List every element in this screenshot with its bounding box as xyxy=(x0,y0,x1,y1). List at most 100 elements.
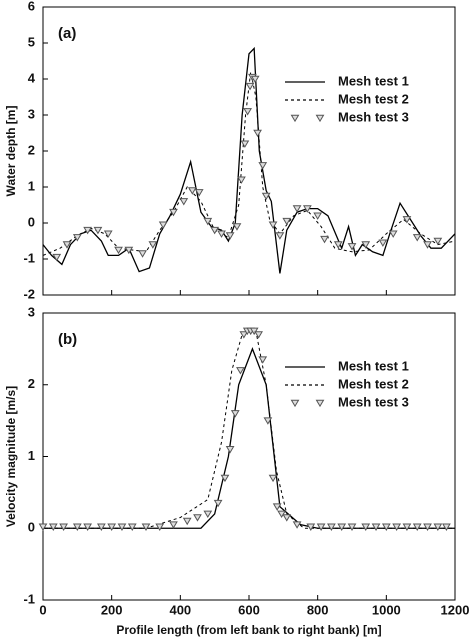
panel-label: (b) xyxy=(58,331,77,348)
marker xyxy=(258,162,268,170)
marker xyxy=(155,523,165,531)
marker xyxy=(361,241,371,249)
y-tick-label: 6 xyxy=(28,0,35,13)
series-line xyxy=(43,330,455,529)
marker xyxy=(203,217,213,226)
marker xyxy=(250,75,260,84)
legend-marker xyxy=(290,399,300,408)
marker xyxy=(272,503,282,511)
marker xyxy=(158,221,168,229)
series-line xyxy=(42,46,456,274)
y-tick-label: 2 xyxy=(28,376,35,391)
marker xyxy=(423,241,432,249)
marker xyxy=(138,250,147,258)
marker xyxy=(103,230,113,238)
marker xyxy=(392,523,402,531)
x-tick-label: 1200 xyxy=(441,602,470,617)
marker xyxy=(117,523,127,531)
legend-label: Mesh test 1 xyxy=(338,73,409,88)
y-tick-label: -1 xyxy=(23,250,35,265)
marker xyxy=(72,234,82,242)
y-tick-label: 4 xyxy=(28,70,36,85)
marker xyxy=(292,205,302,213)
marker xyxy=(277,510,286,519)
x-tick-label: 800 xyxy=(307,602,329,617)
panel-label: (a) xyxy=(58,25,76,42)
marker xyxy=(388,230,398,238)
marker xyxy=(249,327,259,336)
marker xyxy=(187,187,197,195)
marker xyxy=(217,230,226,238)
marker xyxy=(114,246,123,255)
marker xyxy=(179,198,189,206)
marker xyxy=(261,192,271,201)
marker xyxy=(38,523,48,531)
legend-marker xyxy=(315,399,325,408)
marker xyxy=(333,241,343,249)
marker xyxy=(433,237,443,246)
legend-marker xyxy=(290,114,300,123)
y-tick-label: 2 xyxy=(28,142,35,157)
marker xyxy=(282,514,292,522)
marker xyxy=(127,523,137,531)
marker xyxy=(263,417,273,425)
marker xyxy=(230,410,240,418)
y-tick-label: 3 xyxy=(28,106,35,121)
plot-frame xyxy=(42,6,456,296)
marker xyxy=(169,208,178,217)
marker xyxy=(361,523,371,531)
marker xyxy=(245,82,255,91)
marker xyxy=(378,239,388,247)
marker xyxy=(83,226,93,235)
marker xyxy=(423,523,432,531)
marker xyxy=(240,140,250,148)
marker xyxy=(371,523,381,531)
marker xyxy=(327,523,336,531)
marker xyxy=(52,253,62,262)
marker xyxy=(412,523,422,531)
marker xyxy=(182,517,192,526)
x-tick-label: 400 xyxy=(169,602,191,617)
legend-label: Mesh test 3 xyxy=(338,109,409,124)
marker xyxy=(225,232,235,240)
marker xyxy=(275,232,285,240)
marker xyxy=(141,523,151,531)
y-tick-label: -1 xyxy=(23,591,35,606)
marker xyxy=(347,523,357,531)
marker xyxy=(169,521,178,529)
marker xyxy=(306,523,316,531)
legend-label: Mesh test 1 xyxy=(338,358,409,373)
marker xyxy=(243,108,253,116)
marker xyxy=(442,523,451,531)
marker xyxy=(433,523,443,531)
marker xyxy=(193,514,202,522)
y-tick-label: 3 xyxy=(28,304,35,319)
legend-label: Mesh test 2 xyxy=(338,91,409,106)
marker xyxy=(236,367,245,375)
marker xyxy=(93,226,103,235)
marker xyxy=(83,523,93,531)
marker xyxy=(258,356,268,364)
marker xyxy=(412,234,422,242)
marker xyxy=(268,221,278,229)
y-tick-label: 5 xyxy=(28,34,35,49)
series-line xyxy=(43,347,455,529)
marker xyxy=(213,499,223,508)
y-axis-label: Velocity magnitude [m/s] xyxy=(4,386,18,527)
marker xyxy=(313,212,323,220)
marker xyxy=(107,523,117,531)
marker xyxy=(347,243,357,251)
marker xyxy=(402,523,412,531)
marker xyxy=(62,241,72,249)
marker xyxy=(320,235,329,244)
marker xyxy=(203,510,213,519)
marker xyxy=(268,474,278,483)
marker xyxy=(316,523,326,531)
marker xyxy=(254,331,263,339)
x-axis-label: Profile length (from left bank to right … xyxy=(116,623,381,637)
marker xyxy=(253,129,262,138)
marker xyxy=(232,223,242,231)
marker xyxy=(237,176,246,184)
x-tick-label: 1000 xyxy=(372,602,401,617)
